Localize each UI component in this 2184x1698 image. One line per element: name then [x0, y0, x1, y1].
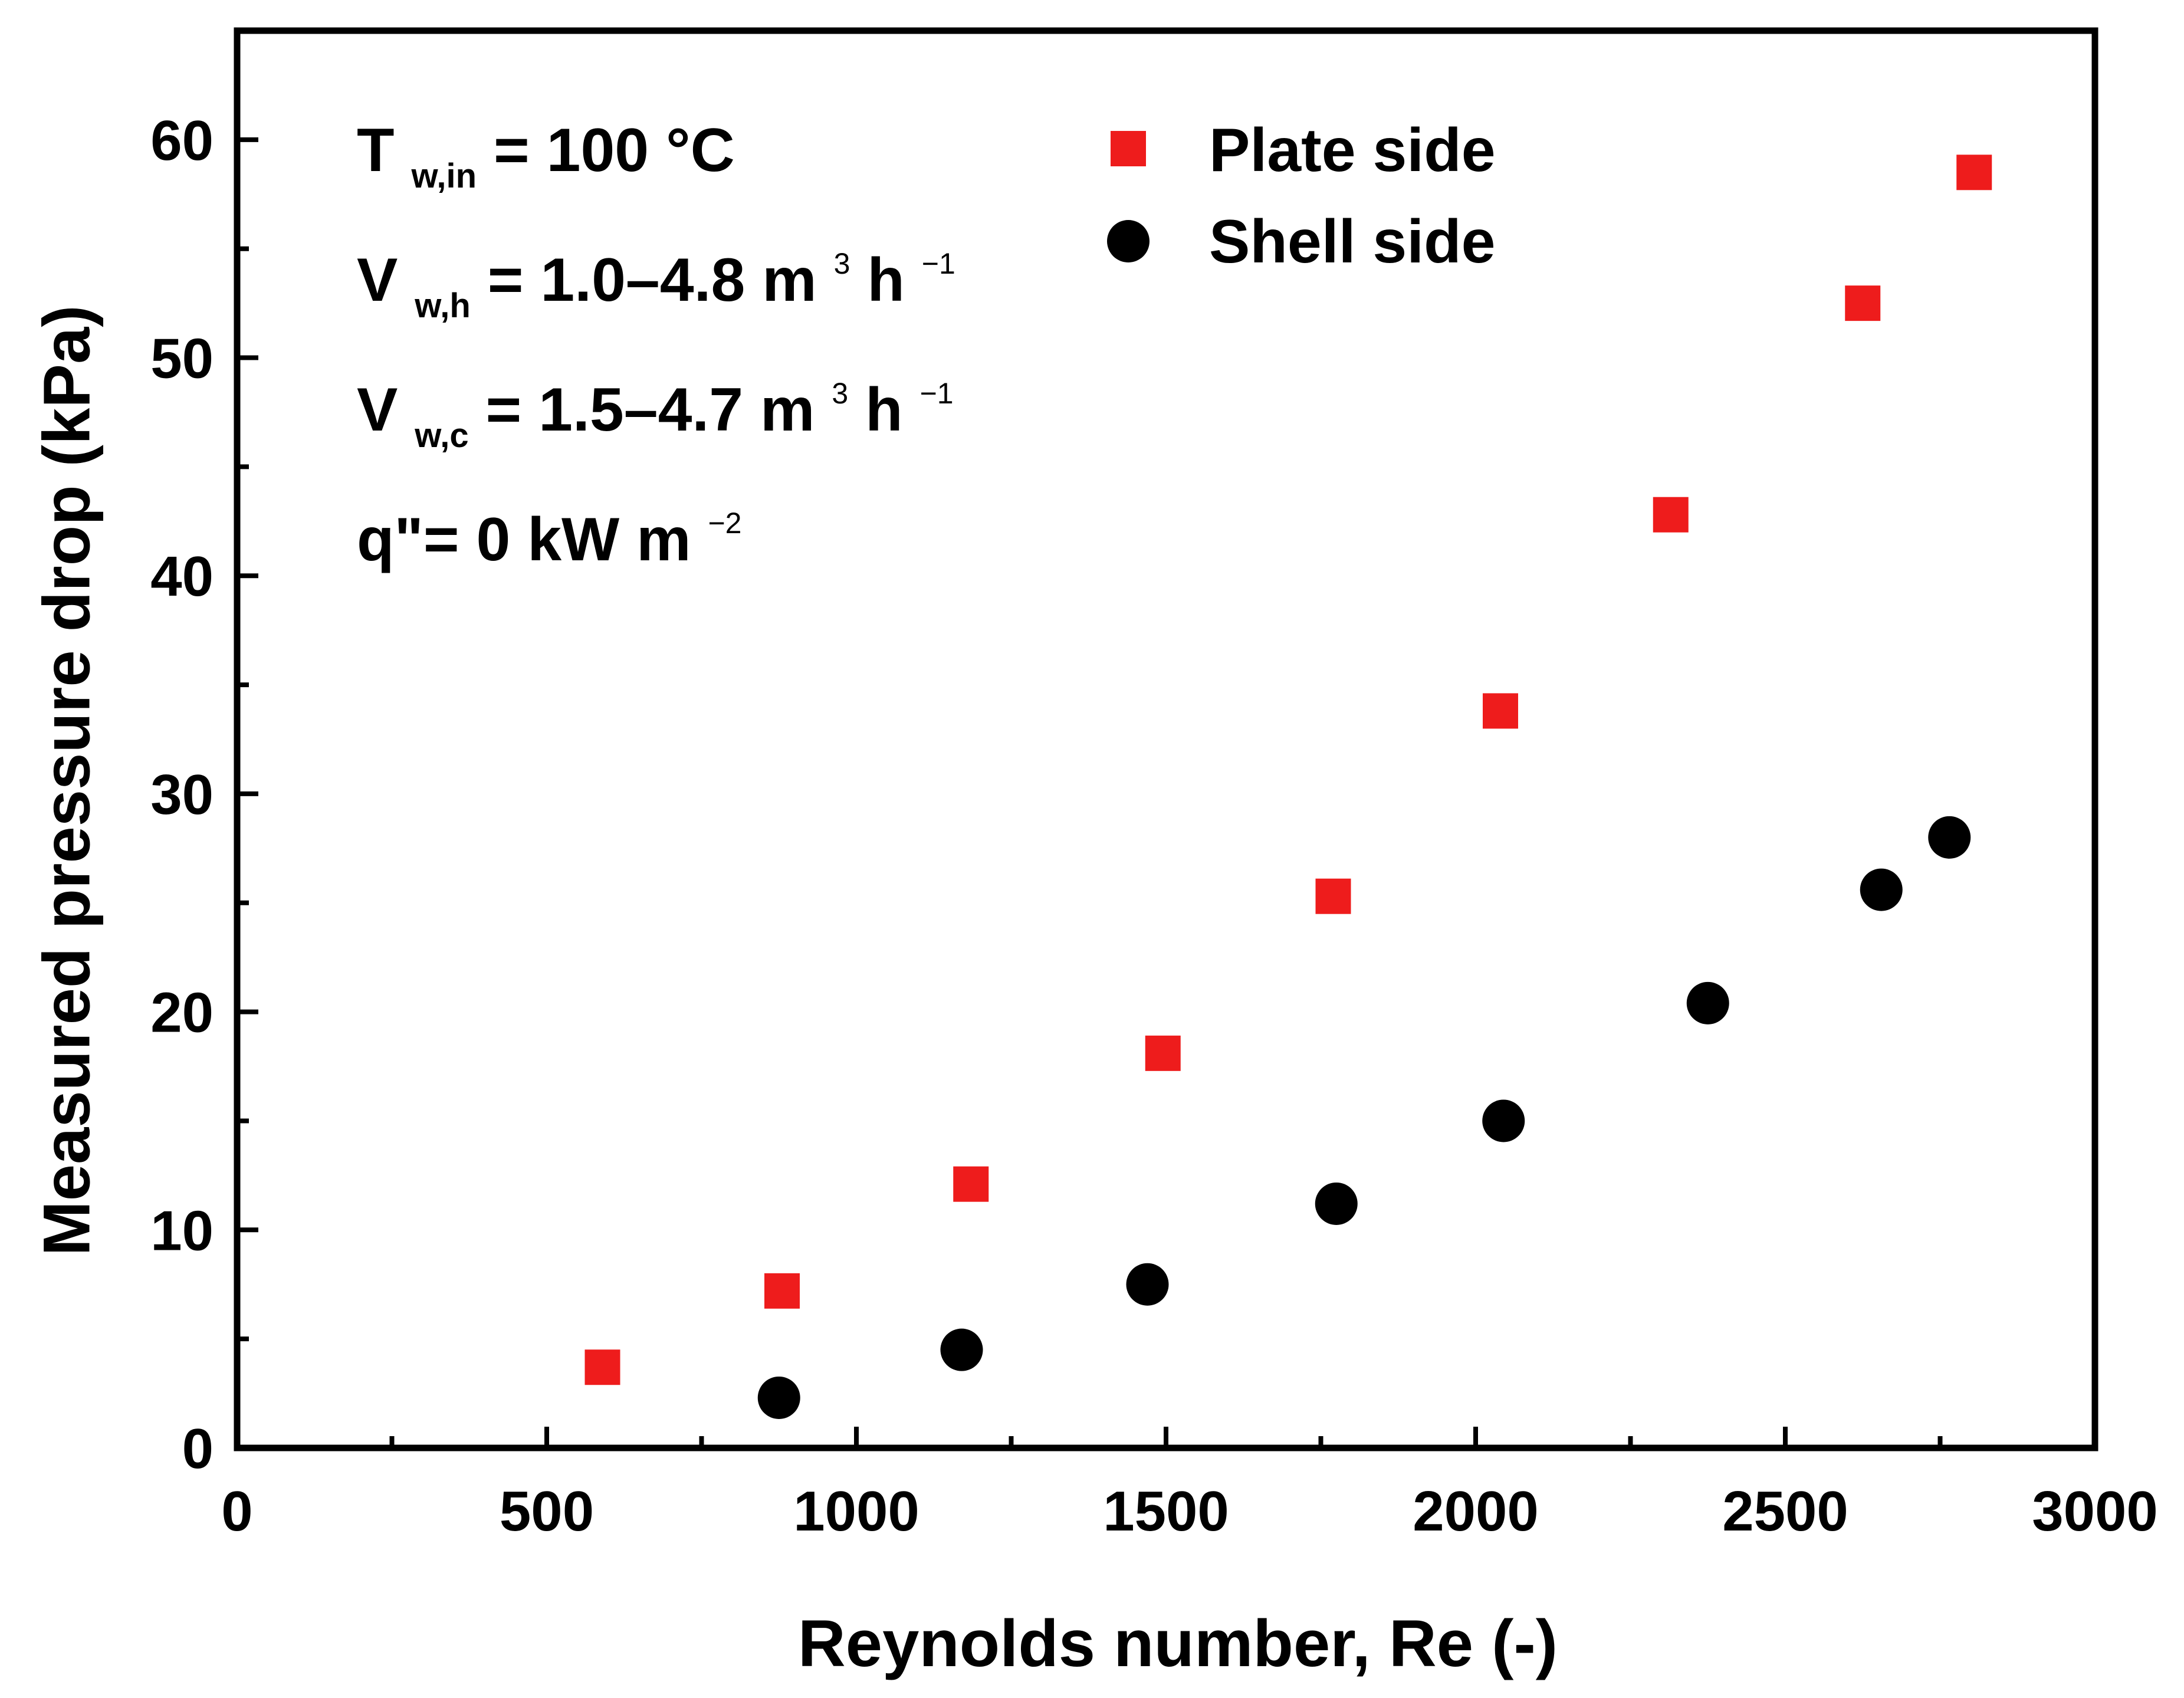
x-tick-label: 1000: [793, 1480, 919, 1543]
axis-ticks: [235, 137, 2097, 1450]
experimental-conditions-annotation: T w,in = 100 °C V w,h = 1.0–4.8 m 3 h −1…: [357, 116, 955, 574]
annotation-hot-flow-rate-exponent-h: −1: [922, 247, 955, 280]
legend: Plate side Shell side: [1107, 116, 1496, 276]
annotation-inlet-temperature-subscript: w,in: [410, 157, 477, 195]
y-tick-label: 20: [150, 981, 214, 1045]
data-point-plate-side: [1956, 155, 1992, 191]
y-tick-label: 30: [150, 763, 214, 826]
annotation-cold-flow-rate-value: = 1.5–4.7 m: [486, 376, 815, 444]
data-point-shell-side: [1686, 981, 1729, 1024]
series-plate-side: [584, 155, 1992, 1385]
x-tick-label: 500: [500, 1480, 594, 1543]
annotation-cold-flow-rate-subscript: w,c: [414, 416, 468, 455]
annotation-hot-flow-rate-value: = 1.0–4.8 m: [488, 246, 817, 314]
y-tick-label: 60: [150, 109, 214, 172]
annotation-cold-flow-rate-exponent-m: 3: [832, 377, 848, 410]
annotation-heat-flux: q"= 0 kW m −2: [357, 505, 742, 574]
x-tick-label: 3000: [2032, 1480, 2158, 1543]
x-tick-label: 1500: [1103, 1480, 1229, 1543]
legend-marker-shell-side: [1107, 220, 1150, 262]
legend-label-plate-side: Plate side: [1209, 116, 1496, 185]
data-point-plate-side: [584, 1349, 620, 1385]
series-shell-side: [757, 816, 1971, 1419]
x-tick-label: 2500: [1722, 1480, 1848, 1543]
annotation-hot-flow-rate-exponent-m: 3: [834, 247, 850, 280]
data-point-plate-side: [953, 1166, 989, 1202]
data-point-shell-side: [1126, 1263, 1169, 1306]
y-tick-label: 50: [150, 327, 214, 390]
annotation-hot-flow-rate-subscript: w,h: [414, 287, 471, 325]
data-point-plate-side: [1845, 285, 1881, 321]
y-tick-label: 0: [182, 1417, 214, 1480]
x-axis-tick-labels: 0 500 1000 1500 2000 2500 3000: [221, 1480, 2157, 1543]
y-tick-label: 40: [150, 545, 214, 608]
data-point-shell-side: [1315, 1182, 1358, 1225]
annotation-inlet-temperature: T w,in = 100 °C: [357, 116, 735, 201]
legend-label-shell-side: Shell side: [1209, 208, 1496, 276]
x-tick-label: 2000: [1413, 1480, 1539, 1543]
data-point-plate-side: [1483, 693, 1518, 729]
x-axis-title: Reynolds number, Re (-): [798, 1607, 1558, 1680]
annotation-inlet-temperature-value: = 100 °C: [494, 116, 735, 185]
data-point-shell-side: [757, 1376, 800, 1419]
x-tick-label: 0: [221, 1480, 252, 1543]
data-point-plate-side: [1145, 1035, 1181, 1071]
data-point-plate-side: [1653, 497, 1689, 533]
annotation-hot-flow-rate-unit-h: h: [867, 246, 905, 314]
annotation-heat-flux-value: q"= 0 kW m: [357, 505, 691, 574]
data-point-shell-side: [1928, 816, 1971, 859]
data-point-plate-side: [1315, 878, 1351, 914]
annotation-cold-flow-rate-exponent-h: −1: [920, 377, 954, 410]
annotation-hot-flow-rate: V w,h = 1.0–4.8 m 3 h −1: [357, 219, 955, 331]
y-axis-title: Measured pressure drop (kPa): [30, 305, 104, 1256]
annotation-cold-flow-rate: V w,c = 1.5–4.7 m 3 h −1: [357, 349, 954, 461]
data-point-shell-side: [1482, 1099, 1525, 1142]
annotation-hot-flow-rate-symbol: V: [357, 246, 398, 314]
y-tick-label: 10: [150, 1199, 214, 1262]
data-point-shell-side: [940, 1328, 983, 1371]
annotation-heat-flux-exponent: −2: [708, 507, 741, 540]
legend-marker-plate-side: [1111, 131, 1146, 166]
data-point-plate-side: [764, 1273, 800, 1309]
y-axis-tick-labels: 0 10 20 30 40 50 60: [150, 109, 214, 1480]
annotation-cold-flow-rate-symbol: V: [357, 376, 398, 444]
annotation-cold-flow-rate-unit-h: h: [865, 376, 903, 444]
data-point-shell-side: [1860, 868, 1903, 911]
annotation-inlet-temperature-symbol: T: [357, 116, 395, 185]
